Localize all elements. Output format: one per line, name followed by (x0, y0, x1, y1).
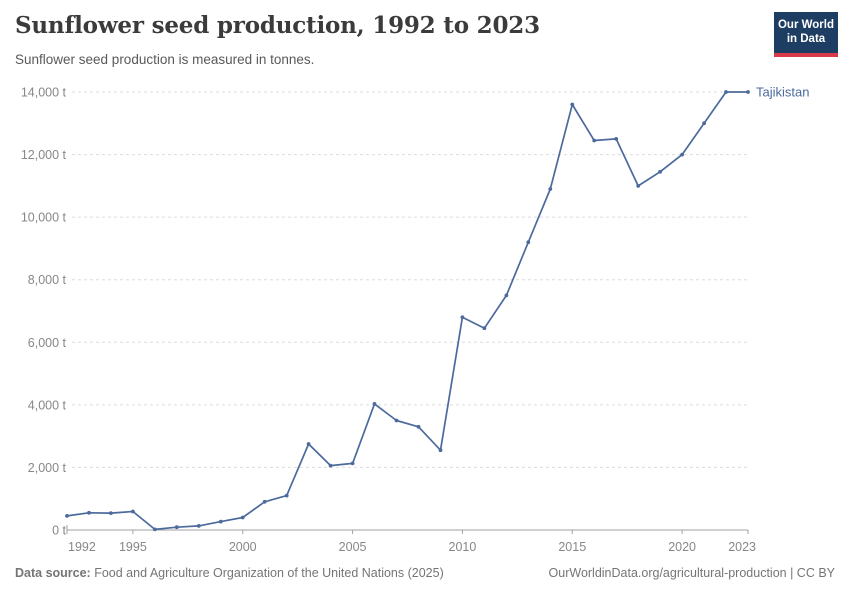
data-line-tajikistan[interactable] (66, 91, 749, 531)
data-source-label: Data source: (15, 566, 91, 580)
owid-logo[interactable]: Our World in Data (774, 12, 838, 57)
chart-subtitle: Sunflower seed production is measured in… (15, 52, 315, 67)
x-tick-label: 2000 (229, 540, 257, 554)
data-source-text: Food and Agriculture Organization of the… (94, 566, 444, 580)
y-tick-label: 8,000 t (28, 273, 67, 287)
y-tick-label: 6,000 t (28, 336, 67, 350)
owid-logo-line2: in Data (786, 33, 826, 46)
x-axis (66, 525, 749, 534)
data-points (65, 90, 750, 532)
y-tick-label: 4,000 t (28, 398, 67, 412)
owid-logo-line1: Our World (777, 19, 834, 31)
y-axis-labels: 0 t 2,000 t 4,000 t 6,000 t 8,000 t 10,000 t 1… (21, 86, 67, 538)
y-tick-label: 10,000 t (21, 211, 67, 225)
y-gridlines (72, 91, 748, 468)
chart-footer: Data source: Food and Agriculture Organi… (15, 566, 835, 580)
x-tick-label: 2010 (449, 540, 477, 554)
x-tick-label: 2005 (339, 540, 367, 554)
chart-title: Sunflower seed production, 1992 to 2023 (15, 12, 540, 39)
x-tick-label: 1992 (68, 540, 96, 554)
y-tick-label: 14,000 t (21, 86, 67, 100)
data-source-note: Data source: Food and Agriculture Organi… (15, 566, 444, 580)
series-label-tajikistan[interactable]: Tajikistan (756, 85, 809, 100)
x-axis-labels: 1992 1995 2000 2005 2010 2015 2020 2023 (68, 540, 756, 554)
x-tick-label: 2020 (668, 540, 696, 554)
credit-link[interactable]: OurWorldinData.org/agricultural-producti… (548, 566, 835, 580)
y-tick-label: 0 t (52, 524, 66, 538)
x-tick-label: 2015 (558, 540, 586, 554)
y-tick-label: 12,000 t (21, 148, 67, 162)
x-tick-label: 1995 (119, 540, 147, 554)
y-tick-label: 2,000 t (28, 461, 67, 475)
x-tick-label: 2023 (728, 540, 756, 554)
